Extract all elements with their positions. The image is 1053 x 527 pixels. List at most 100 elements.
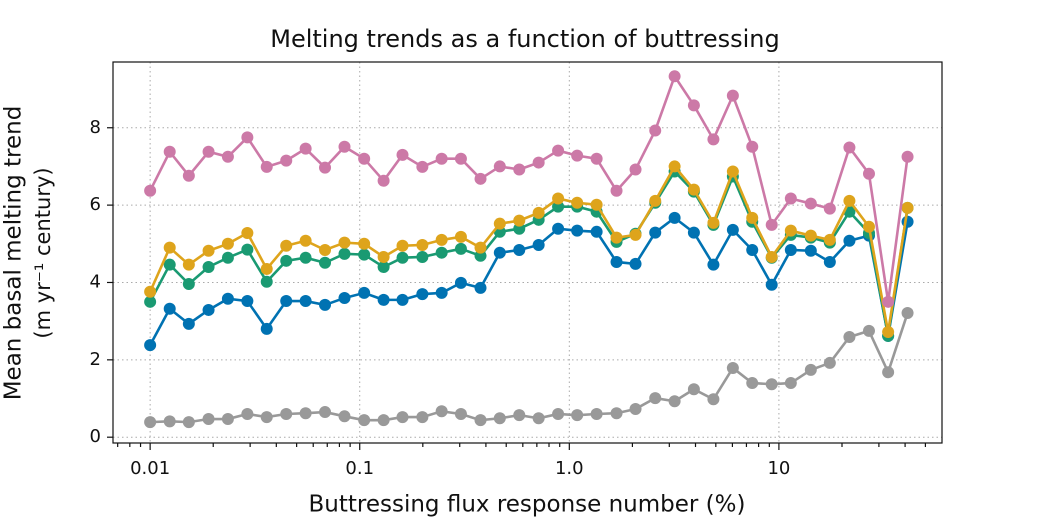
data-point bbox=[260, 275, 273, 288]
series-line bbox=[148, 216, 909, 346]
data-point bbox=[649, 226, 662, 239]
data-point bbox=[435, 286, 448, 299]
data-point bbox=[668, 70, 681, 83]
data-point bbox=[358, 414, 371, 427]
data-point bbox=[590, 225, 603, 238]
data-point bbox=[377, 261, 390, 274]
data-point bbox=[552, 407, 565, 420]
data-point bbox=[396, 251, 409, 264]
data-point bbox=[454, 152, 467, 165]
data-point bbox=[746, 243, 759, 256]
data-point bbox=[338, 140, 351, 153]
data-point bbox=[571, 196, 584, 209]
data-point bbox=[163, 415, 176, 428]
data-point bbox=[610, 184, 623, 197]
data-point bbox=[513, 214, 526, 227]
data-point bbox=[454, 230, 467, 243]
data-point bbox=[726, 223, 739, 236]
data-point bbox=[260, 322, 273, 335]
data-point bbox=[804, 244, 817, 257]
data-point bbox=[182, 416, 195, 429]
data-point bbox=[202, 145, 215, 158]
data-point bbox=[707, 258, 720, 271]
data-point bbox=[862, 220, 875, 233]
data-point bbox=[144, 285, 157, 298]
data-point bbox=[358, 248, 371, 261]
data-point bbox=[571, 224, 584, 237]
data-point bbox=[493, 217, 506, 230]
data-point bbox=[668, 160, 681, 173]
data-point bbox=[862, 167, 875, 180]
data-point bbox=[629, 257, 642, 270]
series-line bbox=[148, 73, 909, 303]
data-point bbox=[280, 154, 293, 167]
data-point bbox=[784, 224, 797, 237]
data-point bbox=[319, 298, 332, 311]
data-point bbox=[377, 293, 390, 306]
data-point bbox=[241, 407, 254, 420]
data-point bbox=[144, 295, 157, 308]
data-point bbox=[435, 405, 448, 418]
data-point bbox=[454, 276, 467, 289]
data-point bbox=[901, 307, 914, 320]
data-point bbox=[668, 395, 681, 408]
data-point bbox=[571, 149, 584, 162]
x-tick-label: 1.0 bbox=[555, 458, 584, 479]
data-point bbox=[552, 222, 565, 235]
data-point bbox=[707, 393, 720, 406]
data-point bbox=[765, 378, 778, 391]
data-point bbox=[338, 247, 351, 260]
data-point bbox=[707, 216, 720, 229]
y-axis-label: Mean basal melting trend bbox=[1, 106, 27, 401]
data-point bbox=[784, 243, 797, 256]
data-point bbox=[182, 278, 195, 291]
data-point bbox=[493, 246, 506, 259]
data-point bbox=[862, 324, 875, 337]
data-point bbox=[280, 254, 293, 267]
data-point bbox=[338, 291, 351, 304]
data-point bbox=[202, 303, 215, 316]
data-point bbox=[610, 407, 623, 420]
data-point bbox=[726, 361, 739, 374]
data-point bbox=[687, 226, 700, 239]
data-point bbox=[882, 325, 895, 338]
data-point bbox=[784, 192, 797, 205]
data-point bbox=[843, 141, 856, 154]
data-point bbox=[416, 238, 429, 251]
data-point bbox=[280, 239, 293, 252]
y-tick-label: 6 bbox=[90, 194, 101, 215]
data-point bbox=[241, 226, 254, 239]
data-point bbox=[299, 234, 312, 247]
data-point bbox=[241, 295, 254, 308]
data-point bbox=[687, 183, 700, 196]
data-point bbox=[241, 131, 254, 144]
data-point bbox=[804, 197, 817, 210]
data-point bbox=[241, 243, 254, 256]
data-point bbox=[823, 233, 836, 246]
data-point bbox=[358, 286, 371, 299]
data-point bbox=[416, 160, 429, 173]
data-point bbox=[629, 228, 642, 241]
data-point bbox=[221, 251, 234, 264]
data-point bbox=[726, 89, 739, 102]
data-point bbox=[319, 256, 332, 269]
y-tick-label: 0 bbox=[90, 426, 101, 447]
data-point bbox=[649, 194, 662, 207]
data-point bbox=[299, 295, 312, 308]
data-point bbox=[396, 239, 409, 252]
data-point bbox=[144, 339, 157, 352]
data-point bbox=[396, 411, 409, 424]
data-point bbox=[513, 243, 526, 256]
data-point bbox=[629, 163, 642, 176]
data-point bbox=[163, 302, 176, 315]
data-point bbox=[377, 174, 390, 187]
x-tick-label: 0.1 bbox=[345, 458, 374, 479]
data-point bbox=[610, 255, 623, 268]
x-tick-label: 0.01 bbox=[130, 458, 170, 479]
y-tick-label: 2 bbox=[90, 349, 101, 370]
data-point bbox=[687, 99, 700, 112]
series-line bbox=[148, 164, 909, 333]
series-line bbox=[148, 169, 909, 337]
data-point bbox=[901, 201, 914, 214]
